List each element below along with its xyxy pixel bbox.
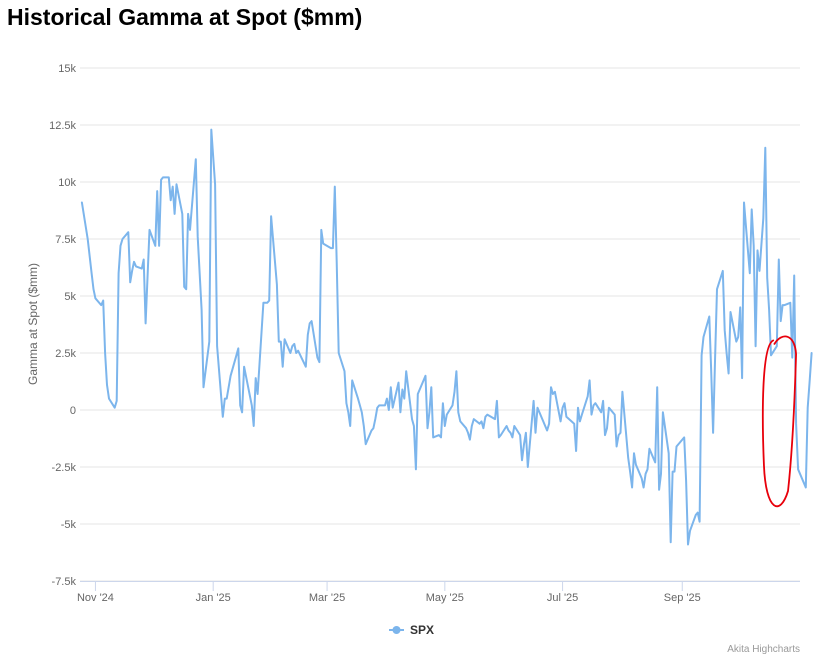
credits-text[interactable]: Akita Highcharts xyxy=(727,644,800,655)
y-axis-title: Gamma at Spot ($mm) xyxy=(26,263,40,385)
y-tick-label: 10k xyxy=(58,177,76,189)
x-axis: Nov '24 Jan '25 Mar '25 May '25 Jul '25 Sep '… xyxy=(77,581,800,604)
x-tick-label: Jan '25 xyxy=(196,592,231,604)
y-tick-label: -2.5k xyxy=(52,462,77,474)
y-tick-label: -7.5k xyxy=(52,576,77,588)
legend-marker[interactable] xyxy=(392,626,401,634)
series-line-spx[interactable] xyxy=(80,128,813,546)
y-axis-ticks: -7.5k -5k -2.5k 0 2.5k 5k 7.5k 10k 12.5k 15k xyxy=(49,63,76,588)
x-tick-label: May '25 xyxy=(426,592,464,604)
y-tick-label: 2.5k xyxy=(55,348,76,360)
x-tick-label: Nov '24 xyxy=(77,592,114,604)
series-group xyxy=(80,128,813,546)
x-tick-label: Sep '25 xyxy=(664,592,701,604)
hand-drawn-ellipse-annotation xyxy=(761,335,797,508)
page-title: Historical Gamma at Spot ($mm) xyxy=(7,4,363,30)
y-tick-label: 0 xyxy=(70,405,76,417)
legend[interactable]: SPX xyxy=(389,623,434,637)
annotation-group xyxy=(761,335,797,508)
y-gridlines xyxy=(80,67,800,582)
y-tick-label: -5k xyxy=(61,519,77,531)
x-tick-label: Mar '25 xyxy=(309,592,345,604)
y-tick-label: 15k xyxy=(58,63,76,75)
x-tick-label: Jul '25 xyxy=(547,592,578,604)
y-tick-label: 12.5k xyxy=(49,120,76,132)
legend-label-spx[interactable]: SPX xyxy=(410,623,434,637)
y-tick-label: 5k xyxy=(64,291,76,303)
y-tick-label: 7.5k xyxy=(55,234,76,246)
